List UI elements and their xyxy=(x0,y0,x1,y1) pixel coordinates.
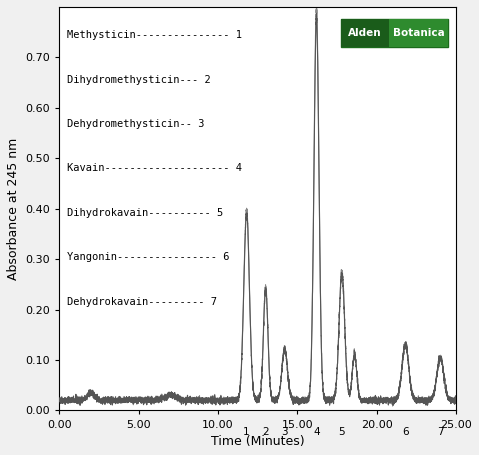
Text: 3: 3 xyxy=(281,427,288,437)
Text: Alden: Alden xyxy=(348,28,382,38)
FancyBboxPatch shape xyxy=(341,19,389,47)
Text: 5: 5 xyxy=(339,427,345,437)
Text: 2: 2 xyxy=(262,427,269,437)
X-axis label: Time (Minutes): Time (Minutes) xyxy=(211,435,305,448)
Text: Dihydromethysticin--- 2: Dihydromethysticin--- 2 xyxy=(67,75,211,85)
Text: Botanica: Botanica xyxy=(393,28,445,38)
Y-axis label: Absorbance at 245 nm: Absorbance at 245 nm xyxy=(7,137,20,280)
Text: Methysticin--------------- 1: Methysticin--------------- 1 xyxy=(67,30,242,40)
Text: 7: 7 xyxy=(437,427,444,437)
Text: Dehydrokavain--------- 7: Dehydrokavain--------- 7 xyxy=(67,297,217,307)
Text: 6: 6 xyxy=(402,427,409,437)
FancyBboxPatch shape xyxy=(341,19,448,47)
Text: Yangonin---------------- 6: Yangonin---------------- 6 xyxy=(67,252,230,262)
Text: 1: 1 xyxy=(243,427,250,437)
Text: Kavain-------------------- 4: Kavain-------------------- 4 xyxy=(67,163,242,173)
Text: Dihydrokavain---------- 5: Dihydrokavain---------- 5 xyxy=(67,208,224,218)
FancyBboxPatch shape xyxy=(389,19,448,47)
Text: Dehydromethysticin-- 3: Dehydromethysticin-- 3 xyxy=(67,119,205,129)
Text: 4: 4 xyxy=(313,427,320,437)
